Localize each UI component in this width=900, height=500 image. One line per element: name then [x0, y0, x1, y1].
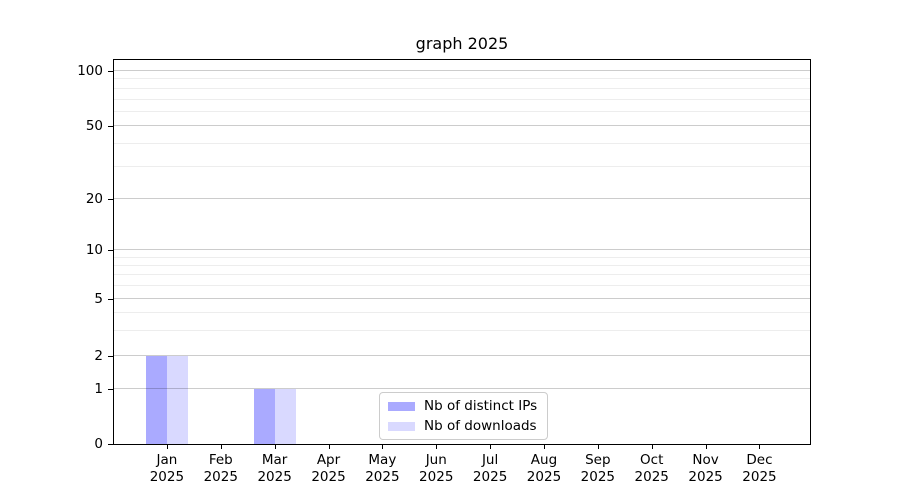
gridline-minor [114, 256, 810, 258]
legend-label-downloads: Nb of downloads [424, 418, 537, 434]
bar-nb-of-distinct-ips [253, 389, 275, 444]
gridline-major [114, 354, 810, 356]
legend-label-distinct-ips: Nb of distinct IPs [424, 398, 538, 414]
y-tick [108, 250, 113, 252]
x-tick-label: Oct 2025 [634, 452, 669, 485]
x-tick [220, 445, 222, 449]
gridline-minor [114, 98, 810, 100]
y-tick [108, 299, 113, 301]
y-tick-label: 10 [85, 242, 103, 259]
plot-area [113, 59, 811, 445]
gridline-minor [114, 78, 810, 80]
gridline-minor [114, 87, 810, 89]
y-tick [108, 444, 113, 445]
gridline-major [114, 388, 810, 390]
x-tick [328, 445, 330, 449]
x-tick-label: May 2025 [365, 452, 400, 485]
legend-swatch-downloads [388, 421, 415, 431]
y-tick [108, 355, 113, 357]
x-tick-label: Feb 2025 [203, 452, 238, 485]
y-tick-label: 5 [94, 291, 103, 308]
x-tick-label: Sep 2025 [580, 452, 616, 485]
x-tick [705, 445, 707, 449]
gridline-minor [114, 285, 810, 287]
x-tick [166, 445, 168, 449]
bar-nb-of-downloads [274, 389, 296, 444]
x-tick [543, 445, 545, 449]
x-tick [382, 445, 384, 449]
x-tick-label: Jan 2025 [149, 452, 185, 485]
bar-nb-of-downloads [166, 355, 188, 444]
gridline-major [114, 198, 810, 200]
x-tick-label: Aug 2025 [526, 452, 562, 485]
bar-nb-of-distinct-ips [145, 355, 167, 444]
gridline-major [114, 249, 810, 251]
x-tick [436, 445, 438, 449]
x-tick-label: Jul 2025 [472, 452, 508, 485]
y-tick [108, 199, 113, 201]
x-tick [274, 445, 276, 449]
y-tick-label: 1 [94, 381, 103, 397]
x-tick [597, 445, 599, 449]
y-tick-label: 2 [94, 347, 103, 364]
y-tick [108, 389, 113, 390]
gridline-minor [114, 264, 810, 266]
gridline-minor [114, 166, 810, 167]
x-tick [651, 445, 653, 449]
legend-item-downloads: Nb of downloads [388, 418, 537, 434]
x-tick-label: Apr 2025 [311, 452, 346, 485]
chart-title: graph 2025 [415, 34, 509, 53]
legend-swatch-distinct-ips [388, 401, 415, 411]
gridline-major [114, 125, 810, 127]
x-tick [490, 445, 492, 449]
gridline-minor [114, 329, 810, 331]
gridline-minor [114, 274, 810, 276]
x-tick-label: Nov 2025 [688, 452, 723, 485]
x-tick [759, 445, 761, 449]
gridline-minor [114, 311, 810, 313]
y-tick-label: 0 [94, 436, 103, 452]
y-tick-label: 50 [85, 118, 103, 135]
y-tick-label: 100 [77, 62, 103, 79]
y-tick [108, 70, 113, 72]
x-tick-label: Jun 2025 [419, 452, 454, 485]
legend-item-distinct-ips: Nb of distinct IPs [388, 398, 537, 414]
gridline-major [114, 298, 810, 300]
y-tick [108, 126, 113, 128]
legend: Nb of distinct IPs Nb of downloads [379, 392, 549, 440]
y-tick-label: 20 [85, 191, 103, 208]
gridline-minor [114, 143, 810, 145]
gridline-minor [114, 110, 810, 112]
x-tick-label: Dec 2025 [742, 452, 777, 485]
x-tick-label: Mar 2025 [257, 452, 292, 485]
gridline-major [114, 69, 810, 71]
